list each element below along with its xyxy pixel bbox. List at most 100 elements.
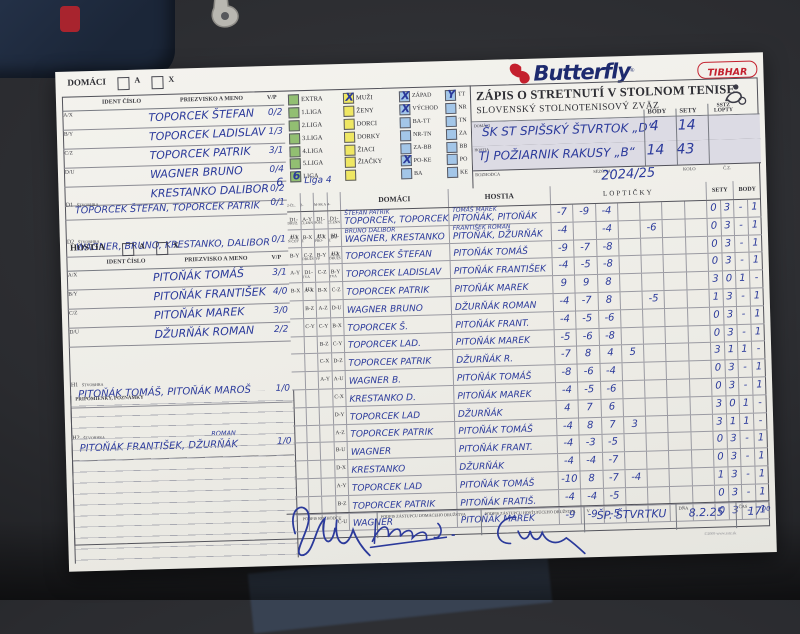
sety-home: 3 <box>709 272 722 288</box>
match-code-4: C-X <box>333 389 346 406</box>
set-score-5: -5 <box>643 291 665 308</box>
home-player: TOPORCEK PATRIK <box>346 286 429 298</box>
body-home: - <box>737 306 750 322</box>
body-home: 1 <box>740 395 753 411</box>
league-category: DORCI <box>355 119 400 127</box>
set-score-1: -4 <box>552 222 574 239</box>
league-category: DORKY <box>355 132 400 140</box>
set-score-7 <box>691 432 712 433</box>
away-player: PITOŇÁK MAREK <box>454 283 528 295</box>
home-checkbox-a-label: A <box>134 76 140 85</box>
league-box-region1: X <box>401 155 412 166</box>
set-score-3: -8 <box>599 328 621 345</box>
body-away: 1 <box>752 359 766 375</box>
league-name: EXTRA <box>299 95 343 103</box>
set-score-2: -9 <box>573 204 595 221</box>
league-category: ŽENY <box>354 106 399 114</box>
set-score-6 <box>669 451 690 452</box>
body-away: - <box>753 395 767 411</box>
player-vp: 3/1 <box>272 268 287 278</box>
league-box-green <box>290 159 301 170</box>
set-score-4 <box>621 327 642 328</box>
body-away: 1 <box>751 306 765 322</box>
set-score-7 <box>692 468 713 469</box>
set-score-6 <box>668 397 689 398</box>
set-score-3: -6 <box>601 381 623 398</box>
sety-away: 0 <box>726 396 739 412</box>
league-name: 4.LIGA <box>300 146 344 154</box>
sety-away: 3 <box>728 467 741 483</box>
set-score-3: -4 <box>600 363 622 380</box>
league-table: EXTRA X MUŽI X ZÁPAD Y TT 1.LIGA ŽENY X … <box>288 88 472 185</box>
row-code: C/Z <box>64 151 73 157</box>
set-score-1: -10 <box>559 471 581 488</box>
away-sety-value: 43 <box>676 141 694 157</box>
sety-away: 3 <box>722 253 735 269</box>
set-score-6 <box>667 362 688 363</box>
match-code-3: A-X <box>315 229 328 246</box>
away-checkbox-a-label: A <box>139 242 145 251</box>
sety-home: 3 <box>713 396 726 412</box>
set-score-6 <box>663 201 684 202</box>
player-vp: 1/3 <box>268 127 283 137</box>
league-name: 3.LIGA <box>300 134 344 142</box>
match-code-1: A-Y <box>289 266 302 283</box>
league-box-yellow <box>344 118 355 129</box>
player-vp: 4/0 <box>273 287 288 297</box>
d1-vp: 0/1 <box>270 198 285 208</box>
match-code-4: A-Y <box>335 478 348 495</box>
match-code-2: A-X <box>303 283 316 300</box>
set-score-4 <box>622 363 643 364</box>
league-name: 2.LIGA <box>300 121 344 129</box>
away-section-label: HOSTIA <box>70 242 105 253</box>
set-score-2: -3 <box>580 435 602 452</box>
set-score-1: -8 <box>556 365 578 382</box>
league-region1: PO-KE <box>412 157 447 164</box>
set-score-7 <box>692 450 713 451</box>
d2-vp: 0/1 <box>271 235 286 245</box>
league-region1-mark: X <box>400 89 411 102</box>
league-box-region1 <box>400 143 411 154</box>
set-score-7 <box>687 290 708 291</box>
set-score-1: -9 <box>552 240 574 257</box>
away-player: PITOŇÁK FRANT. <box>459 443 533 455</box>
h1-code: H1 <box>71 382 79 388</box>
sety-away: 3 <box>727 431 740 447</box>
sety-home: 3 <box>713 414 726 430</box>
set-score-3: -8 <box>597 239 619 256</box>
set-score-3: -5 <box>604 488 626 505</box>
league-green-mark: 6 <box>291 169 302 182</box>
body-home: - <box>738 324 751 340</box>
set-score-6 <box>665 290 686 291</box>
body-home: - <box>735 218 748 234</box>
away-rep-signature <box>488 507 589 558</box>
grid-sety-head: SETY <box>707 181 734 200</box>
sety-home: 0 <box>710 307 723 323</box>
place-value: ŠP. ŠTVRTKU <box>597 507 667 522</box>
set-score-6 <box>670 468 691 469</box>
away-player: PITOŇÁK MAREK <box>457 390 531 402</box>
home-player: TOPORCEK PATRIK <box>350 428 433 440</box>
home-body-value: 4 <box>650 118 659 134</box>
sety-away: 1 <box>725 342 738 358</box>
away-col-ident: IDENT ČÍSLO <box>106 260 145 266</box>
sety-home: 1 <box>710 289 723 305</box>
col-sety-label: SETY <box>679 108 696 113</box>
grid-hostia-head: HOSTIA <box>449 186 551 207</box>
set-score-1: 4 <box>557 400 579 417</box>
match-code-4: B-X <box>331 318 344 335</box>
col-lopty-label: SSTZ LOPTY <box>711 103 735 114</box>
sety-home: 0 <box>708 236 721 252</box>
set-score-7 <box>685 219 706 220</box>
player-vp: 3/1 <box>269 146 284 156</box>
set-score-5 <box>643 309 664 310</box>
row-code: D/U <box>65 169 75 175</box>
league-category <box>356 174 401 175</box>
body-home: 1 <box>738 342 751 358</box>
sety-away: 3 <box>724 325 737 341</box>
body-home: - <box>741 431 754 447</box>
league-box-yellow: X <box>343 93 354 104</box>
row-code: D/U <box>69 329 79 335</box>
away-player: DŽURŇÁK ROMAN <box>455 300 537 312</box>
match-code-2: C-Z <box>302 247 315 264</box>
